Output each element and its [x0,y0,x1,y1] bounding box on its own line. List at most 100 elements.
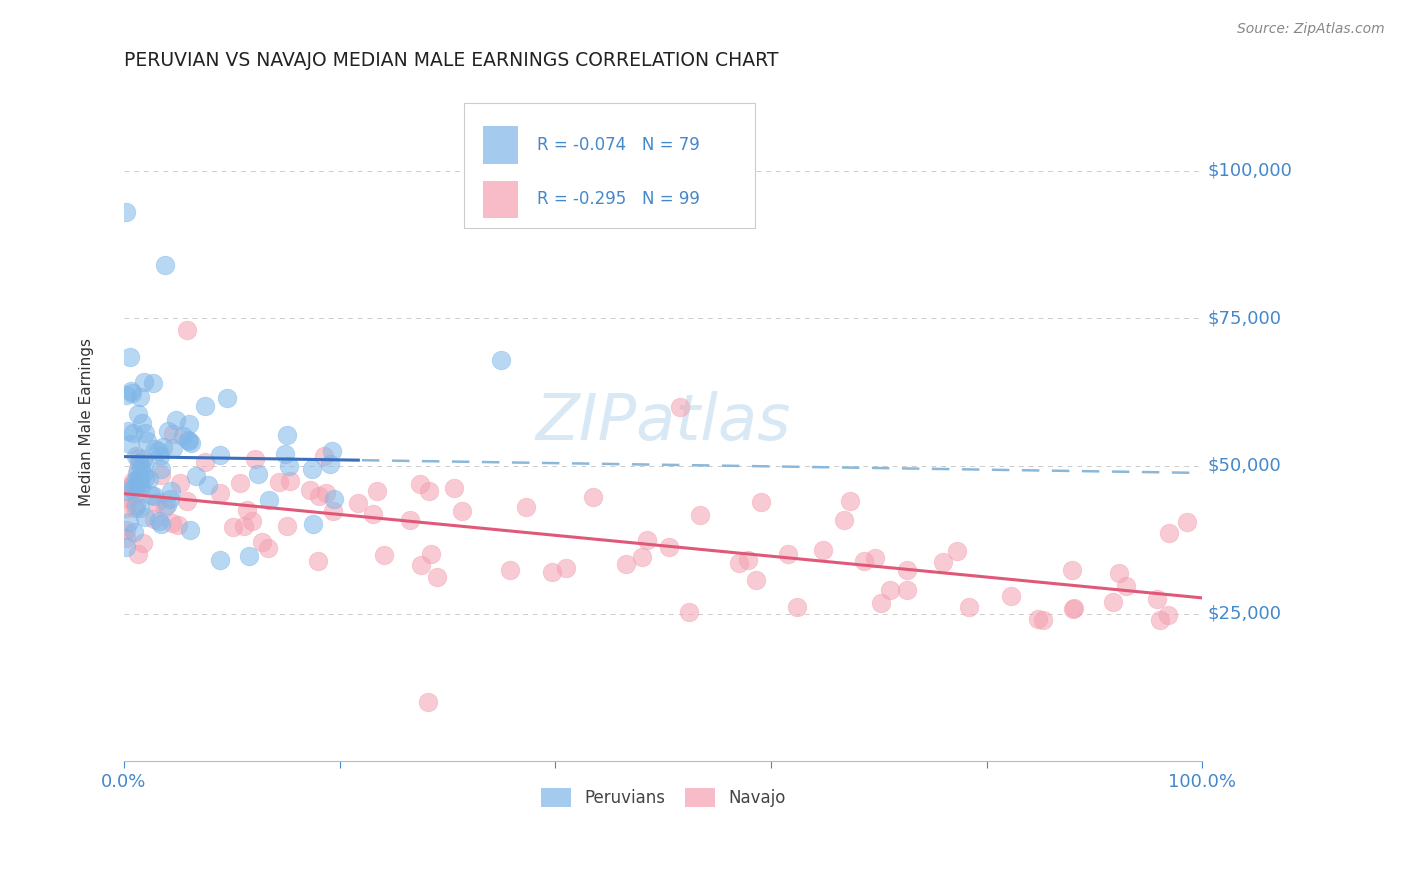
Point [896,582,918,597]
Point [515,500,537,515]
Point [115,501,138,516]
Text: $50,000: $50,000 [1208,457,1281,475]
Point [267,475,290,489]
Point [1115,579,1137,593]
FancyBboxPatch shape [464,103,755,228]
Point [131,451,153,466]
Point [250,534,273,549]
Point [399,513,422,527]
Point [274,447,297,461]
Point [166,517,188,532]
Point [276,519,298,533]
Point [229,475,252,490]
Point [177,417,200,432]
Point [314,450,336,464]
Point [1157,607,1180,622]
Point [749,495,772,509]
Point [1062,601,1084,615]
Point [728,556,751,570]
Point [146,443,169,458]
Point [1063,600,1085,615]
Point [121,483,143,498]
Point [233,519,256,533]
Point [134,470,156,484]
Point [555,560,578,574]
Point [115,484,138,499]
Point [172,429,194,443]
Point [117,425,139,439]
Point [125,478,148,492]
Point [409,477,432,491]
Point [411,558,433,573]
Point [128,451,150,466]
Point [155,500,177,515]
Point [120,384,142,399]
Point [1032,613,1054,627]
Point [1026,611,1049,625]
Point [132,536,155,550]
Point [669,400,692,414]
Point [127,475,149,490]
Point [120,437,142,451]
Text: $25,000: $25,000 [1208,605,1282,623]
Point [177,434,200,448]
Point [246,467,269,481]
Point [321,444,343,458]
Point [115,491,138,506]
Point [177,433,200,447]
Point [150,461,173,475]
Point [194,399,217,413]
Point [443,481,465,495]
Text: $100,000: $100,000 [1208,161,1292,180]
Point [146,495,169,509]
Point [1060,563,1083,577]
Point [128,456,150,470]
Point [308,489,330,503]
Point [776,547,799,561]
Point [419,547,441,561]
Point [176,323,198,337]
Point [138,471,160,485]
Point [135,434,157,449]
Point [879,582,901,597]
Point [302,516,325,531]
Point [180,436,202,450]
Text: R = -0.295   N = 99: R = -0.295 N = 99 [537,190,700,209]
Point [125,466,148,480]
Point [540,566,562,580]
Point [832,513,855,527]
Point [614,557,637,571]
Bar [484,181,517,218]
Point [118,515,141,529]
Point [957,599,980,614]
Point [149,516,172,531]
Point [122,524,145,539]
Point [121,478,143,492]
Text: $75,000: $75,000 [1208,310,1282,327]
Point [121,385,143,400]
Point [115,388,138,402]
Point [127,547,149,561]
Point [194,454,217,468]
Point [131,479,153,493]
Point [636,533,658,548]
Point [631,550,654,565]
Point [418,695,440,709]
Point [1102,595,1125,609]
Point [863,550,886,565]
Point [209,485,232,500]
Point [149,450,172,464]
Point [122,425,145,440]
Point [276,427,298,442]
Point [124,450,146,464]
Point [134,510,156,524]
Point [366,484,388,499]
Point [128,477,150,491]
Point [160,483,183,498]
Point [128,471,150,485]
Point [222,520,245,534]
Point [307,554,329,568]
Point [176,494,198,508]
Text: PERUVIAN VS NAVAJO MEDIAN MALE EARNINGS CORRELATION CHART: PERUVIAN VS NAVAJO MEDIAN MALE EARNINGS … [124,51,779,70]
Point [931,555,953,569]
